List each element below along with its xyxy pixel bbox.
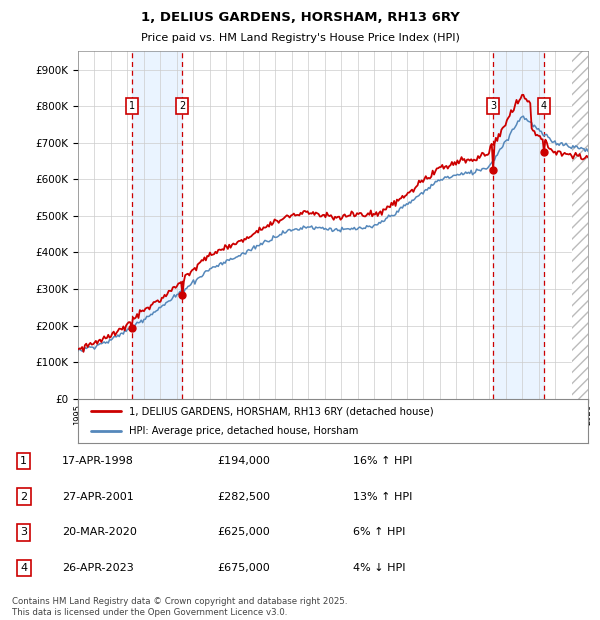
Text: 16% ↑ HPI: 16% ↑ HPI (353, 456, 412, 466)
Text: 1: 1 (20, 456, 27, 466)
Bar (493, 51, 544, 399)
Text: 4% ↓ HPI: 4% ↓ HPI (353, 563, 406, 573)
Text: £282,500: £282,500 (218, 492, 271, 502)
Text: 13% ↑ HPI: 13% ↑ HPI (353, 492, 412, 502)
Text: £675,000: £675,000 (218, 563, 271, 573)
Text: HPI: Average price, detached house, Horsham: HPI: Average price, detached house, Hors… (129, 426, 358, 436)
Text: 1, DELIUS GARDENS, HORSHAM, RH13 6RY: 1, DELIUS GARDENS, HORSHAM, RH13 6RY (140, 11, 460, 24)
Text: 1: 1 (129, 101, 135, 111)
Text: 20-MAR-2020: 20-MAR-2020 (62, 528, 137, 538)
Text: 3: 3 (20, 528, 27, 538)
Bar (572, 51, 588, 399)
Bar (132, 51, 182, 399)
Text: 27-APR-2001: 27-APR-2001 (62, 492, 134, 502)
Text: 2: 2 (179, 101, 185, 111)
Text: 3: 3 (490, 101, 496, 111)
Text: 26-APR-2023: 26-APR-2023 (62, 563, 134, 573)
Text: 17-APR-1998: 17-APR-1998 (62, 456, 134, 466)
Text: 2: 2 (20, 492, 27, 502)
Text: Contains HM Land Registry data © Crown copyright and database right 2025.
This d: Contains HM Land Registry data © Crown c… (12, 598, 347, 617)
Text: £194,000: £194,000 (218, 456, 271, 466)
Text: 1, DELIUS GARDENS, HORSHAM, RH13 6RY (detached house): 1, DELIUS GARDENS, HORSHAM, RH13 6RY (de… (129, 406, 434, 416)
Text: Price paid vs. HM Land Registry's House Price Index (HPI): Price paid vs. HM Land Registry's House … (140, 33, 460, 43)
Text: £625,000: £625,000 (218, 528, 271, 538)
Text: 4: 4 (20, 563, 27, 573)
Bar (572, 51, 588, 399)
Text: 6% ↑ HPI: 6% ↑ HPI (353, 528, 405, 538)
Text: 4: 4 (541, 101, 547, 111)
